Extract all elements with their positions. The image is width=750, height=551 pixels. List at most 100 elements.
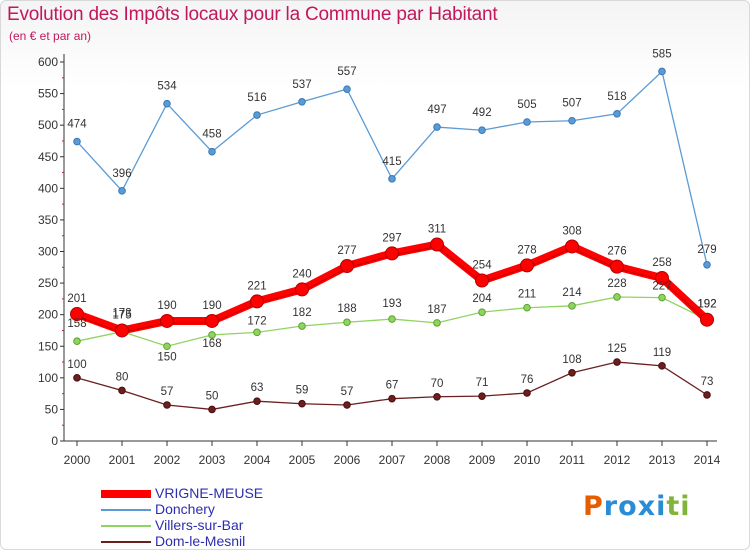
data-point-donchery — [568, 116, 576, 125]
data-label-donchery: 518 — [607, 91, 626, 103]
data-label-donchery: 585 — [652, 48, 671, 60]
y-tick-label: 250 — [38, 276, 58, 290]
data-label-villers-sur-bar: 173 — [112, 308, 131, 320]
x-tick-label: 2007 — [379, 453, 406, 467]
data-point-dom-le-mesnil — [163, 401, 171, 409]
data-point-donchery — [208, 147, 216, 156]
data-point-vrigne-meuse — [295, 282, 309, 297]
data-point-villers-sur-bar — [388, 315, 396, 323]
data-point-dom-le-mesnil — [703, 391, 711, 399]
data-point-donchery — [163, 99, 171, 108]
data-point-dom-le-mesnil — [433, 392, 441, 401]
data-point-donchery — [253, 111, 261, 119]
y-tick-label: 600 — [38, 55, 58, 69]
data-point-donchery — [658, 67, 666, 76]
data-point-villers-sur-bar — [253, 328, 261, 337]
data-label-vrigne-meuse: 192 — [697, 299, 716, 311]
data-label-donchery: 492 — [472, 107, 491, 119]
data-point-vrigne-meuse — [475, 273, 489, 288]
data-label-donchery: 557 — [337, 66, 356, 78]
data-point-vrigne-meuse — [610, 259, 624, 274]
legend-label: Donchery — [155, 501, 215, 517]
data-label-vrigne-meuse: 311 — [428, 224, 446, 236]
data-point-villers-sur-bar — [613, 293, 621, 301]
data-label-villers-sur-bar: 158 — [67, 318, 86, 330]
x-tick-label: 2006 — [334, 453, 361, 467]
data-label-villers-sur-bar: 204 — [472, 293, 492, 305]
data-label-villers-sur-bar: 192 — [697, 299, 716, 311]
x-tick-label: 2000 — [64, 453, 91, 467]
data-label-dom-le-mesnil: 71 — [476, 377, 489, 389]
data-label-donchery: 279 — [697, 244, 716, 256]
data-point-vrigne-meuse — [70, 307, 84, 322]
x-tick-label: 2009 — [469, 453, 496, 467]
data-label-dom-le-mesnil: 73 — [701, 376, 714, 388]
data-point-vrigne-meuse — [115, 323, 129, 338]
data-point-dom-le-mesnil — [478, 392, 486, 400]
data-point-donchery — [298, 97, 306, 106]
data-label-vrigne-meuse: 278 — [517, 244, 536, 256]
data-label-vrigne-meuse: 190 — [202, 300, 221, 312]
legend-label: VRIGNE-MEUSE — [155, 485, 264, 501]
x-tick-label: 2003 — [199, 453, 226, 467]
logo-letter: i — [680, 491, 691, 522]
x-tick-label: 2010 — [514, 453, 541, 467]
y-tick-label: 0 — [51, 434, 58, 448]
data-label-dom-le-mesnil: 108 — [562, 354, 581, 366]
data-label-dom-le-mesnil: 80 — [116, 371, 129, 383]
data-label-donchery: 516 — [247, 92, 266, 104]
data-label-vrigne-meuse: 258 — [652, 257, 671, 269]
data-label-donchery: 415 — [382, 156, 401, 168]
data-label-dom-le-mesnil: 57 — [341, 386, 354, 398]
data-label-villers-sur-bar: 150 — [157, 351, 176, 363]
legend-label: Dom-le-Mesnil — [155, 533, 246, 549]
data-point-vrigne-meuse — [655, 271, 669, 286]
y-tick-label: 400 — [38, 181, 58, 195]
data-point-villers-sur-bar — [343, 318, 351, 327]
data-label-villers-sur-bar: 214 — [562, 287, 582, 299]
y-tick-label: 500 — [38, 118, 58, 132]
y-tick-label: 50 — [45, 402, 59, 416]
data-label-villers-sur-bar: 187 — [427, 304, 446, 316]
data-point-donchery — [73, 137, 81, 146]
data-point-dom-le-mesnil — [388, 394, 396, 403]
logo-letter: t — [666, 491, 681, 522]
data-point-vrigne-meuse — [700, 312, 714, 327]
x-tick-label: 2004 — [244, 453, 271, 467]
data-point-dom-le-mesnil — [298, 399, 306, 408]
data-label-vrigne-meuse: 175 — [112, 309, 131, 321]
data-point-villers-sur-bar — [658, 293, 666, 302]
data-point-donchery — [613, 109, 621, 118]
chart-title: Evolution des Impôts locaux pour la Comm… — [7, 4, 498, 25]
data-label-villers-sur-bar: 193 — [382, 298, 401, 310]
data-label-dom-le-mesnil: 59 — [296, 385, 309, 397]
data-point-vrigne-meuse — [250, 294, 264, 309]
data-label-dom-le-mesnil: 63 — [251, 382, 264, 394]
data-label-vrigne-meuse: 254 — [472, 260, 492, 272]
logo-letter: P — [583, 491, 604, 522]
legend-swatch — [101, 525, 151, 527]
data-label-villers-sur-bar: 182 — [292, 307, 311, 319]
data-label-donchery: 396 — [112, 168, 131, 180]
data-point-donchery — [433, 123, 441, 131]
data-label-dom-le-mesnil: 70 — [431, 378, 444, 390]
data-label-vrigne-meuse: 240 — [292, 268, 311, 280]
data-point-vrigne-meuse — [565, 239, 579, 254]
data-label-villers-sur-bar: 227 — [652, 281, 671, 293]
y-tick-label: 350 — [38, 213, 58, 227]
data-point-villers-sur-bar — [433, 319, 441, 327]
data-point-vrigne-meuse — [340, 259, 354, 274]
data-point-villers-sur-bar — [73, 337, 81, 345]
data-label-donchery: 458 — [202, 129, 221, 141]
data-label-vrigne-meuse: 201 — [67, 293, 86, 305]
data-label-vrigne-meuse: 276 — [607, 246, 626, 258]
legend-swatch — [101, 490, 151, 498]
logo-letter: x — [637, 491, 657, 522]
data-label-donchery: 497 — [427, 104, 446, 116]
logo-letter: i — [656, 491, 667, 522]
x-tick-label: 2012 — [604, 453, 631, 467]
y-tick-label: 200 — [38, 308, 58, 322]
y-tick-label: 150 — [38, 339, 58, 353]
data-point-donchery — [118, 187, 126, 195]
